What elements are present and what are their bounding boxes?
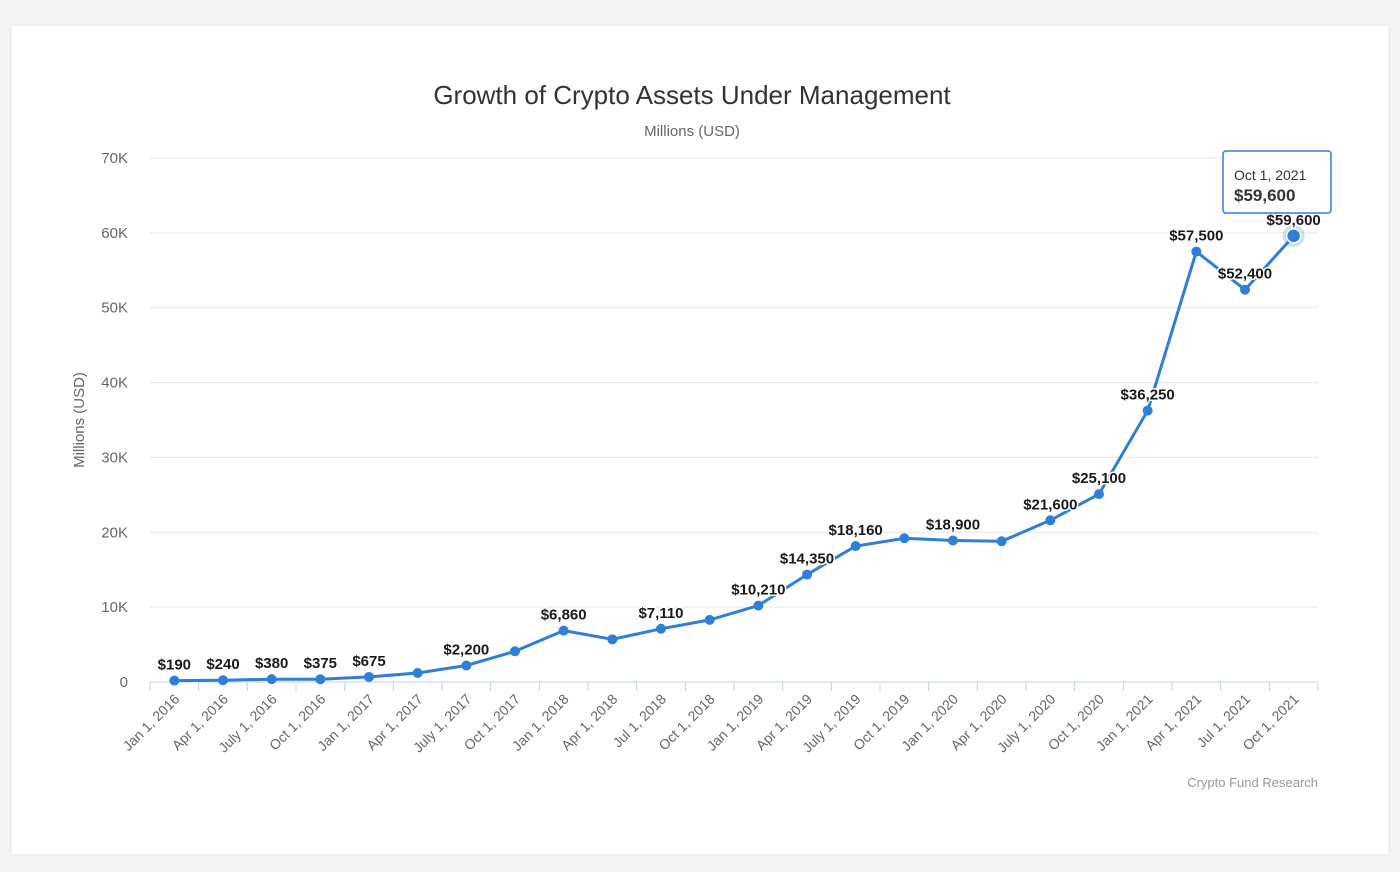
y-tick-label: 30K (101, 449, 128, 466)
data-point (315, 674, 326, 685)
data-label: $25,100 (1072, 470, 1126, 487)
data-point (218, 675, 228, 686)
data-label: $21,600 (1023, 496, 1077, 513)
data-label: $18,160 (829, 522, 883, 539)
data-label: $36,250 (1121, 387, 1175, 404)
data-point (266, 674, 277, 685)
tooltip-value: $59,600 (1234, 186, 1295, 205)
tooltip-box (1222, 150, 1332, 214)
chart-title: Growth of Crypto Assets Under Management (433, 80, 951, 110)
data-label: $6,860 (541, 607, 587, 624)
data-label: $380 (255, 655, 288, 672)
data-point (850, 541, 861, 552)
y-tick-label: 0 (120, 674, 128, 691)
y-tick-label: 60K (101, 225, 128, 242)
data-label: $59,600 (1267, 212, 1321, 229)
data-label: $190 (158, 657, 191, 674)
y-tick-label: 50K (101, 300, 128, 317)
data-point (948, 535, 958, 546)
data-point (753, 600, 764, 611)
data-point (1240, 284, 1250, 295)
data-label: $52,400 (1218, 266, 1272, 283)
data-point (364, 671, 374, 682)
y-tick-label: 40K (101, 375, 128, 392)
data-point (1094, 489, 1104, 500)
data-point (704, 614, 715, 625)
y-tick-label: 20K (101, 524, 128, 541)
data-point (996, 536, 1007, 547)
data-label: $7,110 (638, 605, 683, 622)
data-point (802, 569, 812, 580)
data-point (899, 533, 910, 544)
chart-subtitle: Millions (USD) (644, 123, 740, 140)
data-label: $375 (304, 655, 337, 672)
data-point (607, 634, 618, 645)
data-point (461, 660, 472, 671)
data-label: $10,210 (731, 582, 785, 599)
data-point (558, 625, 569, 636)
data-label: $240 (206, 656, 239, 673)
data-point (1142, 405, 1153, 416)
data-label: $57,500 (1169, 228, 1223, 245)
chart-credit[interactable]: Crypto Fund Research (1187, 775, 1318, 790)
y-tick-label: 10K (101, 599, 128, 616)
hover-point (1285, 228, 1302, 244)
series-line (172, 234, 1296, 683)
data-label: $2,200 (443, 642, 489, 659)
series (169, 224, 1305, 686)
data-label: $18,900 (926, 517, 980, 534)
grid-lines (150, 157, 1318, 608)
data-point (510, 646, 520, 657)
chart-card (12, 26, 1388, 854)
tooltip-date: Oct 1, 2021 (1234, 167, 1307, 183)
data-point (412, 668, 423, 679)
data-label: $14,350 (780, 551, 834, 568)
data-point (1045, 515, 1056, 526)
data-label: $675 (352, 653, 385, 670)
data-point (1191, 246, 1202, 257)
y-tick-label: 70K (101, 150, 128, 167)
y-axis-ticks: 0 10K 20K 30K 40K 50K 60K 70K (101, 150, 128, 691)
y-axis-label: Millions (USD) (71, 372, 88, 468)
data-point (656, 623, 666, 634)
data-point (169, 675, 180, 686)
data-labels: $190 $240 $380 $375 $675 $2,200 $6,860 $7,110 $1… (156, 210, 1322, 675)
x-axis (149, 681, 1319, 691)
tooltip: Oct 1, 2021 $59,600 (1222, 150, 1332, 214)
